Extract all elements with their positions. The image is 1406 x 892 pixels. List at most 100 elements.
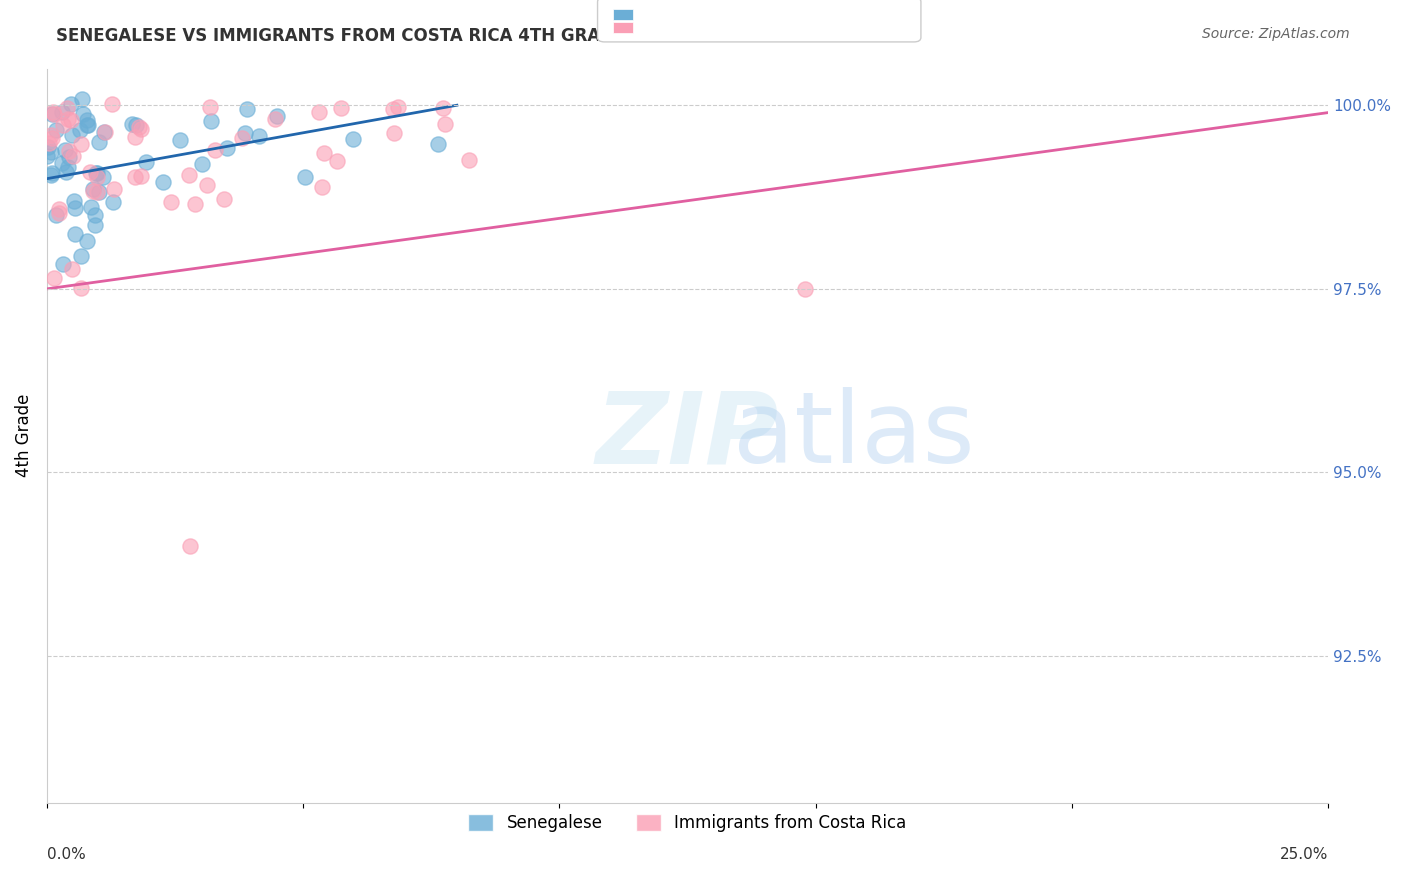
Immigrants from Costa Rica (179, 539, 201, 553)
Text: R = 0.451   N = 51: R = 0.451 N = 51 (637, 25, 807, 43)
Text: SENEGALESE VS IMMIGRANTS FROM COSTA RICA 4TH GRADE CORRELATION CHART: SENEGALESE VS IMMIGRANTS FROM COSTA RICA… (56, 27, 831, 45)
Text: R = 0.473   N = 54: R = 0.473 N = 54 (637, 12, 807, 29)
Immigrants from Costa Rica (56, 101, 79, 115)
Senegalese (76, 234, 98, 248)
Immigrants from Costa Rica (195, 178, 218, 193)
Senegalese (427, 137, 450, 152)
Senegalese (93, 125, 115, 139)
Immigrants from Costa Rica (42, 104, 65, 119)
Immigrants from Costa Rica (38, 136, 60, 150)
Immigrants from Costa Rica (70, 281, 93, 295)
Senegalese (62, 194, 84, 209)
Senegalese (294, 169, 316, 184)
Senegalese (84, 218, 107, 232)
Senegalese (63, 227, 86, 242)
Text: Source: ZipAtlas.com: Source: ZipAtlas.com (1202, 27, 1350, 41)
Senegalese (41, 107, 63, 121)
Senegalese (45, 123, 67, 137)
Senegalese (69, 122, 91, 136)
Senegalese (63, 201, 86, 215)
Immigrants from Costa Rica (382, 102, 405, 116)
Immigrants from Costa Rica (124, 130, 146, 145)
Immigrants from Costa Rica (41, 130, 63, 145)
Immigrants from Costa Rica (124, 169, 146, 184)
Immigrants from Costa Rica (312, 146, 335, 161)
Immigrants from Costa Rica (101, 97, 124, 112)
Immigrants from Costa Rica (308, 105, 330, 120)
Senegalese (58, 150, 80, 164)
Senegalese (152, 175, 174, 189)
Text: 0.0%: 0.0% (46, 847, 86, 862)
Immigrants from Costa Rica (183, 197, 205, 211)
Immigrants from Costa Rica (432, 101, 454, 115)
Senegalese (121, 117, 143, 131)
Senegalese (51, 104, 73, 119)
Senegalese (190, 156, 212, 170)
Immigrants from Costa Rica (79, 165, 101, 179)
Immigrants from Costa Rica (231, 131, 253, 145)
Immigrants from Costa Rica (160, 195, 183, 210)
Immigrants from Costa Rica (311, 180, 333, 194)
Senegalese (342, 132, 364, 146)
Senegalese (89, 185, 111, 199)
Immigrants from Costa Rica (48, 202, 70, 216)
Senegalese (60, 128, 83, 142)
Senegalese (233, 126, 256, 140)
Senegalese (76, 112, 98, 127)
Immigrants from Costa Rica (433, 117, 456, 131)
Senegalese (58, 161, 80, 175)
Immigrants from Costa Rica (204, 143, 226, 157)
Senegalese (82, 182, 104, 196)
Immigrants from Costa Rica (70, 137, 93, 152)
Senegalese (101, 194, 124, 209)
Immigrants from Costa Rica (103, 182, 125, 196)
Immigrants from Costa Rica (82, 185, 104, 199)
Immigrants from Costa Rica (384, 126, 406, 140)
Immigrants from Costa Rica (179, 169, 201, 183)
Senegalese (41, 166, 63, 180)
Senegalese (37, 140, 59, 154)
Text: ZIP: ZIP (596, 387, 779, 484)
Legend: Senegalese, Immigrants from Costa Rica: Senegalese, Immigrants from Costa Rica (461, 807, 914, 838)
Senegalese (87, 135, 110, 149)
Senegalese (135, 155, 157, 169)
Immigrants from Costa Rica (86, 169, 108, 184)
Senegalese (80, 200, 103, 214)
Senegalese (52, 256, 75, 270)
Immigrants from Costa Rica (458, 153, 481, 167)
Senegalese (45, 207, 67, 221)
Senegalese (72, 107, 94, 121)
Immigrants from Costa Rica (128, 120, 150, 135)
Senegalese (84, 166, 107, 180)
Immigrants from Costa Rica (44, 271, 66, 285)
Immigrants from Costa Rica (794, 282, 817, 296)
Senegalese (39, 168, 62, 182)
Senegalese (77, 118, 100, 132)
Immigrants from Costa Rica (86, 185, 108, 199)
Immigrants from Costa Rica (58, 145, 80, 159)
Immigrants from Costa Rica (52, 118, 75, 132)
Senegalese (217, 141, 239, 155)
Senegalese (76, 118, 98, 132)
Immigrants from Costa Rica (326, 153, 349, 168)
Immigrants from Costa Rica (329, 101, 352, 115)
Immigrants from Costa Rica (214, 192, 236, 206)
Immigrants from Costa Rica (62, 149, 84, 163)
Immigrants from Costa Rica (59, 112, 82, 127)
Immigrants from Costa Rica (60, 261, 83, 276)
Senegalese (91, 169, 114, 184)
Senegalese (200, 113, 222, 128)
Senegalese (53, 143, 76, 157)
Immigrants from Costa Rica (39, 128, 62, 142)
Senegalese (266, 109, 288, 123)
Senegalese (83, 208, 105, 222)
Immigrants from Costa Rica (131, 121, 153, 136)
Immigrants from Costa Rica (44, 107, 66, 121)
Senegalese (55, 164, 77, 178)
Senegalese (70, 92, 93, 106)
Senegalese (125, 118, 148, 132)
Senegalese (169, 133, 191, 147)
Immigrants from Costa Rica (129, 169, 152, 183)
Immigrants from Costa Rica (387, 100, 409, 114)
Senegalese (60, 97, 83, 112)
